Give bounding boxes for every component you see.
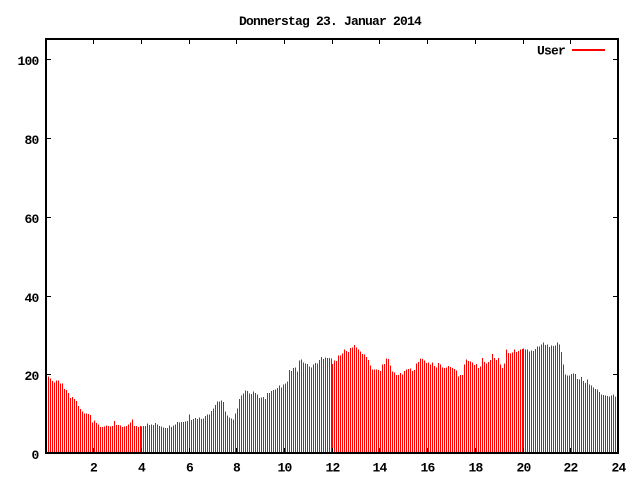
svg-text:Donnerstag 23. Januar 2014: Donnerstag 23. Januar 2014 xyxy=(239,14,422,29)
svg-text:2: 2 xyxy=(90,461,98,476)
svg-text:12: 12 xyxy=(325,461,340,476)
svg-text:User: User xyxy=(537,44,565,59)
svg-text:20: 20 xyxy=(24,369,39,384)
svg-text:6: 6 xyxy=(186,461,194,476)
svg-text:16: 16 xyxy=(420,461,435,476)
svg-text:0: 0 xyxy=(31,448,39,463)
svg-text:10: 10 xyxy=(277,461,292,476)
svg-text:100: 100 xyxy=(17,54,39,69)
svg-text:4: 4 xyxy=(138,461,146,476)
svg-text:60: 60 xyxy=(24,212,39,227)
svg-text:8: 8 xyxy=(233,461,241,476)
svg-text:80: 80 xyxy=(24,133,39,148)
svg-text:18: 18 xyxy=(468,461,483,476)
svg-text:22: 22 xyxy=(563,461,578,476)
svg-text:24: 24 xyxy=(611,461,626,476)
svg-text:20: 20 xyxy=(516,461,531,476)
svg-text:14: 14 xyxy=(372,461,387,476)
svg-text:40: 40 xyxy=(24,291,39,306)
